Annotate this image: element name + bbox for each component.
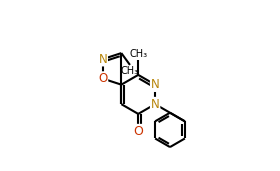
- Text: N: N: [151, 78, 160, 91]
- Text: N: N: [151, 98, 160, 111]
- Text: O: O: [133, 125, 143, 138]
- Text: CH₃: CH₃: [120, 66, 138, 76]
- Text: N: N: [98, 53, 107, 66]
- Text: O: O: [98, 72, 108, 85]
- Text: CH₃: CH₃: [129, 49, 147, 59]
